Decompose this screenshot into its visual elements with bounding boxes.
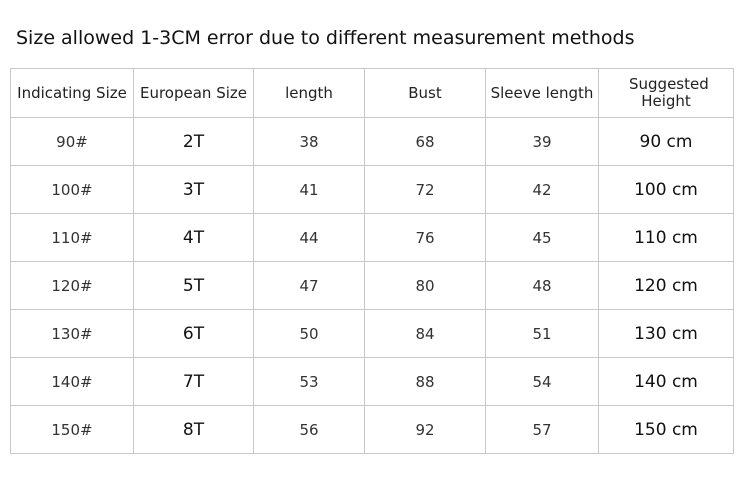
table-cell: 39: [485, 117, 599, 166]
table-cell: 76: [364, 213, 486, 262]
table-row: 90# 2T 38 68 39 90 cm: [10, 117, 734, 166]
table-cell: 110#: [10, 213, 134, 262]
table-cell: 140#: [10, 357, 134, 406]
table-cell: 7T: [133, 357, 254, 406]
table-cell: 41: [253, 165, 365, 214]
table-cell: 88: [364, 357, 486, 406]
table-cell: 92: [364, 405, 486, 454]
header-cell: Bust: [364, 68, 486, 118]
table-cell: 150 cm: [598, 405, 734, 454]
table-cell: 6T: [133, 309, 254, 358]
table-cell: 56: [253, 405, 365, 454]
table-cell: 84: [364, 309, 486, 358]
table-row: 120# 5T 47 80 48 120 cm: [10, 261, 734, 310]
table-cell: 38: [253, 117, 365, 166]
table-row: 100# 3T 41 72 42 100 cm: [10, 165, 734, 214]
table-cell: 54: [485, 357, 599, 406]
table-row: 110# 4T 44 76 45 110 cm: [10, 213, 734, 262]
header-row: Indicating Size European Size length Bust Sl…: [10, 68, 734, 118]
table-cell: 2T: [133, 117, 254, 166]
table-cell: 68: [364, 117, 486, 166]
table-row: 140# 7T 53 88 54 140 cm: [10, 357, 734, 406]
table-cell: 57: [485, 405, 599, 454]
table-cell: 80: [364, 261, 486, 310]
table-cell: 5T: [133, 261, 254, 310]
table-cell: 150#: [10, 405, 134, 454]
header-cell: Suggested Height: [598, 68, 734, 118]
header-cell: European Size: [133, 68, 254, 118]
table-cell: 50: [253, 309, 365, 358]
table-cell: 48: [485, 261, 599, 310]
header-cell: Sleeve length: [485, 68, 599, 118]
table-cell: 130#: [10, 309, 134, 358]
table-cell: 3T: [133, 165, 254, 214]
table-cell: 120#: [10, 261, 134, 310]
header-cell: Indicating Size: [10, 68, 134, 118]
table-cell: 45: [485, 213, 599, 262]
table-cell: 4T: [133, 213, 254, 262]
table-cell: 110 cm: [598, 213, 734, 262]
table-row: 130# 6T 50 84 51 130 cm: [10, 309, 734, 358]
table-cell: 42: [485, 165, 599, 214]
table-cell: 90 cm: [598, 117, 734, 166]
table-cell: 100 cm: [598, 165, 734, 214]
table-cell: 47: [253, 261, 365, 310]
table-cell: 100#: [10, 165, 134, 214]
table-cell: 44: [253, 213, 365, 262]
table-cell: 130 cm: [598, 309, 734, 358]
table-cell: 140 cm: [598, 357, 734, 406]
table-row: 150# 8T 56 92 57 150 cm: [10, 405, 734, 454]
table-cell: 53: [253, 357, 365, 406]
header-cell: length: [253, 68, 365, 118]
table-cell: 120 cm: [598, 261, 734, 310]
table-cell: 90#: [10, 117, 134, 166]
table-cell: 72: [364, 165, 486, 214]
table-cell: 8T: [133, 405, 254, 454]
title: Size allowed 1-3CM error due to differen…: [16, 27, 635, 49]
table-cell: 51: [485, 309, 599, 358]
size-table: Indicating Size European Size length Bust Sl…: [10, 68, 734, 454]
